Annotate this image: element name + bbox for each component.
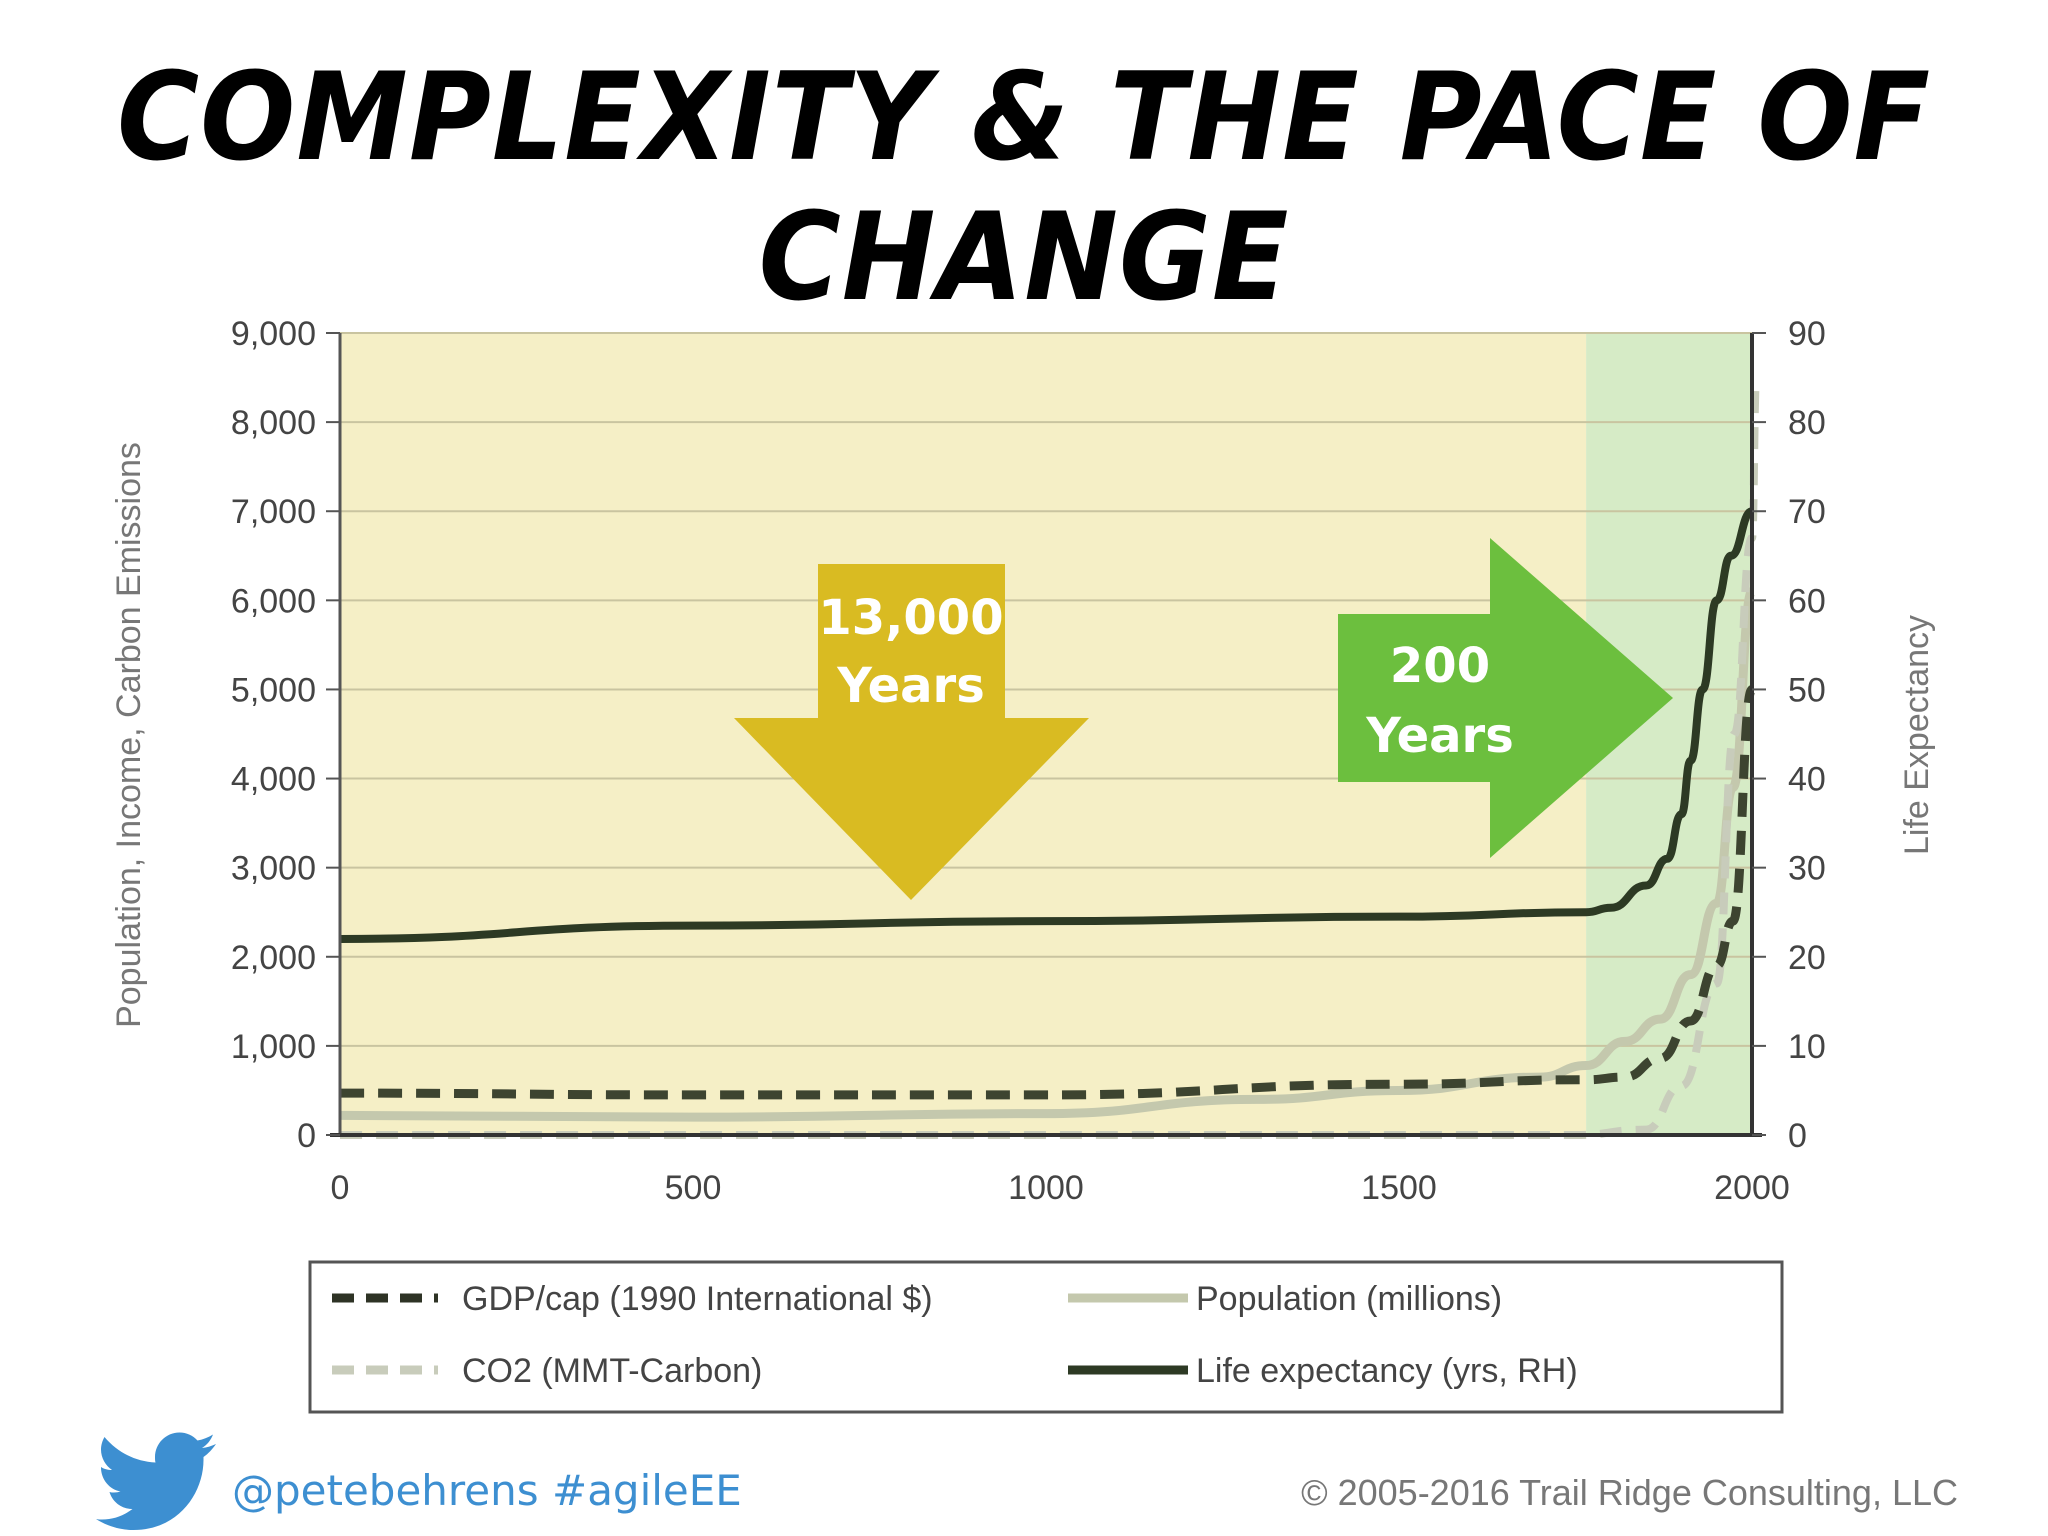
y-left-tick-label-8: 8,000 [231,404,316,442]
annotation-13000-line2: Years [836,658,985,714]
legend-label-co2: CO2 (MMT-Carbon) [462,1352,762,1390]
x-tick-label-1: 500 [665,1169,722,1207]
x-tick-label-0: 0 [331,1169,350,1207]
y-right-tick-label-7: 70 [1788,493,1826,531]
page-title: COMPLEXITY & THE PACE OF CHANGE [116,47,1932,329]
y-left-tick-label-7: 7,000 [231,493,316,531]
legend-label-life: Life expectancy (yrs, RH) [1196,1352,1578,1390]
legend-label-population: Population (millions) [1196,1280,1502,1318]
series-line-1 [339,586,1757,1122]
legend: GDP/cap (1990 International $) Populatio… [308,1260,1784,1414]
series-line-0 [339,684,1757,1100]
x-tick-label-4: 2000 [1714,1169,1790,1207]
y-right-tick-label-9: 90 [1788,315,1826,353]
legend-box [308,1260,1784,1414]
y-right-tick-label-5: 50 [1788,671,1826,709]
y-left-tick-label-6: 6,000 [231,582,316,620]
y-left-tick-label-5: 5,000 [231,671,316,709]
y-left-tick-label-2: 2,000 [231,939,316,977]
right-arrow-shape [1338,538,1673,858]
y-right-tick-label-3: 30 [1788,850,1826,888]
legend-label-gdp: GDP/cap (1990 International $) [462,1280,933,1318]
y-axis-label-left: Population, Income, Carbon Emissions [110,442,148,1028]
twitter-handle[interactable]: @petebehrens [232,1466,539,1515]
y-axis-label-right: Life Expectancy [1898,615,1936,855]
y-left-tick-label-3: 3,000 [231,850,316,888]
twitter-bird-icon[interactable] [96,1432,216,1532]
hashtag[interactable]: #agileEE [552,1466,742,1515]
y-left-tick-label-0: 0 [297,1117,316,1155]
y-left-tick-label-1: 1,000 [231,1028,316,1066]
y-right-tick-label-8: 80 [1788,404,1826,442]
tick-labels: 0 1,000 2,000 3,000 4,000 5,000 6,000 7,000 8,00… [231,315,1826,1207]
y-right-tick-label-2: 20 [1788,939,1826,977]
annotation-200-line1: 200 [1390,638,1490,694]
y-right-tick-label-6: 60 [1788,582,1826,620]
x-tick-label-2: 1000 [1008,1169,1084,1207]
y-right-tick-label-1: 10 [1788,1028,1826,1066]
down-arrow-shape [734,564,1089,900]
annotation-13000-years: 13,000 Years [734,564,1089,900]
series-line-3 [339,507,1754,943]
y-left-tick-label-9: 9,000 [231,315,316,353]
x-tick-label-3: 1500 [1361,1169,1437,1207]
annotation-200-line2: Years [1365,708,1514,764]
y-left-tick-label-4: 4,000 [231,761,316,799]
y-right-tick-label-0: 0 [1788,1117,1807,1155]
annotation-200-years: 200 Years [1338,538,1673,858]
copyright: © 2005-2016 Trail Ridge Consulting, LLC [1301,1472,1958,1513]
axes [330,333,1762,1137]
annotation-13000-line1: 13,000 [818,590,1003,646]
y-right-tick-label-4: 40 [1788,761,1826,799]
